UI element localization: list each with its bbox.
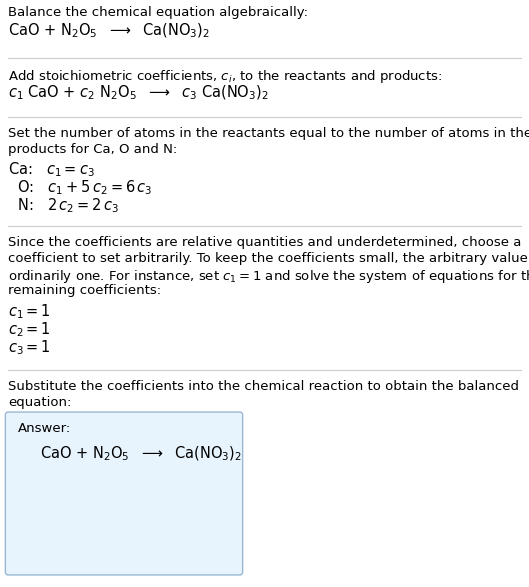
Text: products for Ca, O and N:: products for Ca, O and N: <box>8 143 177 156</box>
Text: $c_2 = 1$: $c_2 = 1$ <box>8 320 51 339</box>
Text: O:   $c_1 + 5\,c_2 = 6\,c_3$: O: $c_1 + 5\,c_2 = 6\,c_3$ <box>8 178 153 197</box>
FancyBboxPatch shape <box>5 412 243 575</box>
Text: Since the coefficients are relative quantities and underdetermined, choose a: Since the coefficients are relative quan… <box>8 236 522 249</box>
Text: Balance the chemical equation algebraically:: Balance the chemical equation algebraica… <box>8 6 308 19</box>
Text: Set the number of atoms in the reactants equal to the number of atoms in the: Set the number of atoms in the reactants… <box>8 127 529 140</box>
Text: Substitute the coefficients into the chemical reaction to obtain the balanced: Substitute the coefficients into the che… <box>8 380 519 393</box>
Text: Ca:   $c_1 = c_3$: Ca: $c_1 = c_3$ <box>8 160 95 178</box>
Text: $c_1 = 1$: $c_1 = 1$ <box>8 302 51 321</box>
Text: ordinarily one. For instance, set $c_1 = 1$ and solve the system of equations fo: ordinarily one. For instance, set $c_1 =… <box>8 268 529 285</box>
Text: $c_3 = 1$: $c_3 = 1$ <box>8 338 51 357</box>
Text: CaO + N$_2$O$_5$  $\longrightarrow$  Ca(NO$_3$)$_2$: CaO + N$_2$O$_5$ $\longrightarrow$ Ca(NO… <box>8 22 210 41</box>
Text: CaO + N$_2$O$_5$  $\longrightarrow$  Ca(NO$_3$)$_2$: CaO + N$_2$O$_5$ $\longrightarrow$ Ca(NO… <box>40 445 242 463</box>
Text: Answer:: Answer: <box>18 422 71 435</box>
Text: Add stoichiometric coefficients, $c_i$, to the reactants and products:: Add stoichiometric coefficients, $c_i$, … <box>8 68 442 85</box>
Text: N:   $2\,c_2 = 2\,c_3$: N: $2\,c_2 = 2\,c_3$ <box>8 196 119 215</box>
Text: $c_1$ CaO + $c_2$ N$_2$O$_5$  $\longrightarrow$  $c_3$ Ca(NO$_3$)$_2$: $c_1$ CaO + $c_2$ N$_2$O$_5$ $\longright… <box>8 84 269 102</box>
Text: equation:: equation: <box>8 396 71 409</box>
Text: coefficient to set arbitrarily. To keep the coefficients small, the arbitrary va: coefficient to set arbitrarily. To keep … <box>8 252 529 265</box>
Text: remaining coefficients:: remaining coefficients: <box>8 284 161 297</box>
